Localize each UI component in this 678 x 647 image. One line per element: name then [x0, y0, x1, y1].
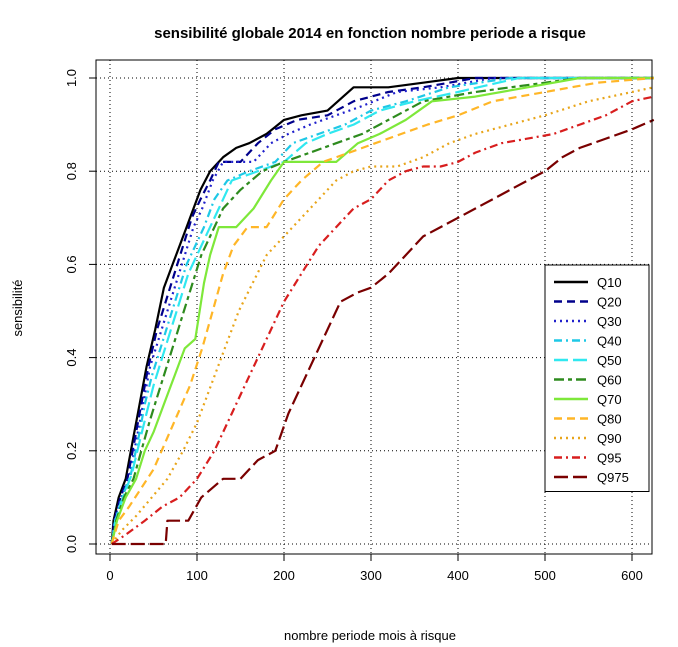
legend-label: Q40 — [597, 334, 622, 349]
x-tick-label: 0 — [106, 568, 113, 583]
legend: Q10 Q20 Q30 Q40 Q50 Q60 Q70 Q80 Q90 Q95 Q975 — [544, 264, 650, 492]
legend-label: Q90 — [597, 431, 622, 446]
chart-title: sensibilité globale 2014 en fonction nom… — [154, 25, 586, 42]
series-line-q60 — [110, 76, 654, 545]
plot-frame — [95, 59, 653, 555]
y-tick-label: 0.4 — [64, 349, 79, 367]
x-tick-label: 300 — [360, 568, 382, 583]
legend-label: Q70 — [597, 392, 622, 407]
series-line-q10 — [110, 76, 654, 545]
y-tick-label: 1.0 — [64, 69, 79, 87]
legend-box — [544, 264, 650, 492]
series-line-q50 — [110, 76, 654, 545]
legend-label: Q60 — [597, 373, 622, 388]
series-line-q40 — [110, 76, 654, 545]
x-axis-label: nombre periode mois à risque — [284, 628, 456, 643]
series-line-q975 — [111, 118, 655, 546]
series-line-q30 — [110, 76, 654, 545]
x-tick-label: 100 — [186, 568, 208, 583]
x-axis: 0 100 200 300 400 500 600 — [106, 554, 643, 583]
y-tick-label: 0.6 — [64, 255, 79, 273]
x-tick-label: 600 — [621, 568, 643, 583]
x-tick-label: 500 — [534, 568, 556, 583]
y-tick-label: 0.2 — [64, 442, 79, 460]
y-axis: 0.0 0.2 0.4 0.6 0.8 1.0 — [64, 69, 96, 553]
legend-label: Q95 — [597, 451, 622, 466]
legend-label: Q10 — [597, 275, 622, 290]
series-line-q70 — [110, 76, 654, 545]
legend-label: Q80 — [597, 412, 622, 427]
legend-label: Q975 — [597, 470, 629, 485]
grid-lines — [96, 60, 652, 554]
legend-label: Q30 — [597, 314, 622, 329]
y-tick-label: 0.0 — [64, 535, 79, 553]
y-axis-label: sensibilité — [10, 279, 25, 336]
x-tick-label: 400 — [447, 568, 469, 583]
legend-label: Q20 — [597, 295, 622, 310]
series-line-q80 — [110, 76, 654, 545]
x-tick-label: 200 — [273, 568, 295, 583]
series-lines — [110, 76, 655, 546]
legend-label: Q50 — [597, 353, 622, 368]
series-line-q20 — [110, 76, 654, 545]
y-tick-label: 0.8 — [64, 162, 79, 180]
series-line-q90 — [110, 86, 655, 545]
